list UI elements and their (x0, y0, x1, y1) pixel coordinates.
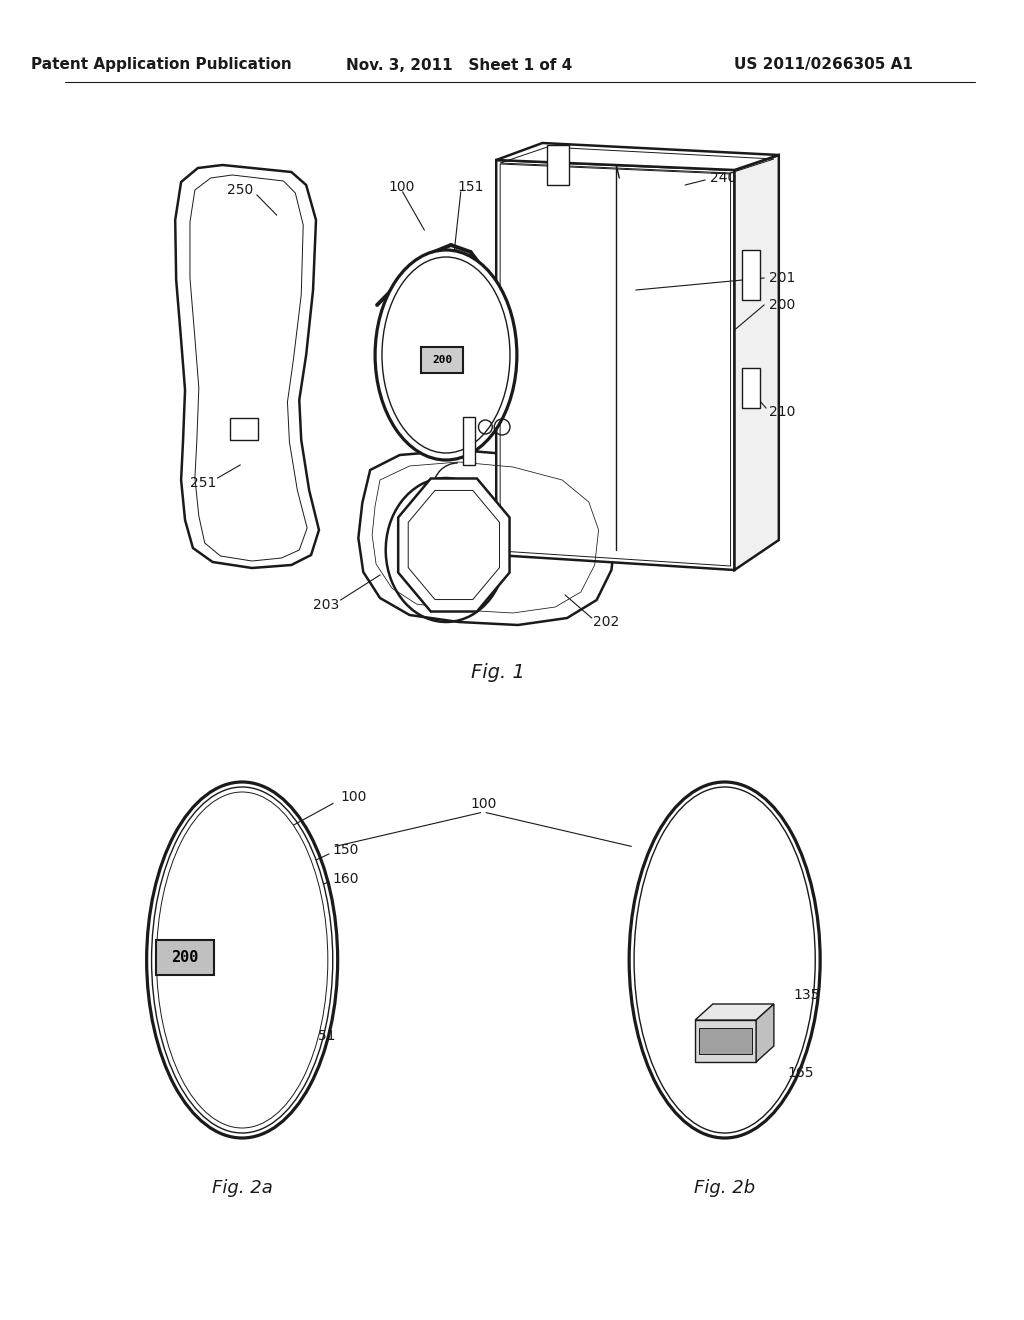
FancyBboxPatch shape (421, 347, 463, 374)
FancyBboxPatch shape (548, 145, 569, 185)
Text: 100: 100 (470, 797, 497, 810)
Ellipse shape (634, 787, 815, 1133)
Text: 200: 200 (769, 298, 795, 312)
FancyBboxPatch shape (742, 368, 760, 408)
FancyBboxPatch shape (742, 249, 760, 300)
FancyBboxPatch shape (695, 1020, 756, 1063)
Text: 210: 210 (769, 405, 795, 418)
FancyBboxPatch shape (463, 417, 474, 465)
Polygon shape (497, 143, 779, 170)
Ellipse shape (375, 249, 517, 459)
Text: 251: 251 (189, 477, 216, 490)
Text: 201: 201 (769, 271, 795, 285)
Text: 100: 100 (388, 180, 415, 194)
Text: 160: 160 (333, 873, 359, 886)
Text: 240: 240 (710, 172, 736, 185)
Text: Fig. 1: Fig. 1 (471, 663, 525, 681)
Ellipse shape (382, 257, 510, 453)
Text: 200: 200 (171, 950, 199, 965)
FancyBboxPatch shape (230, 418, 258, 440)
Text: 200: 200 (432, 355, 453, 366)
Ellipse shape (152, 787, 333, 1133)
Text: Patent Application Publication: Patent Application Publication (31, 58, 292, 73)
Text: Fig. 2a: Fig. 2a (212, 1179, 272, 1197)
Ellipse shape (157, 792, 328, 1129)
Polygon shape (497, 160, 734, 570)
Text: 165: 165 (787, 1067, 814, 1080)
Text: US 2011/0266305 A1: US 2011/0266305 A1 (733, 58, 912, 73)
FancyBboxPatch shape (699, 1028, 753, 1053)
Text: 151: 151 (458, 180, 484, 194)
Text: 151: 151 (309, 1030, 336, 1043)
Ellipse shape (629, 781, 820, 1138)
Polygon shape (756, 1005, 774, 1063)
Text: Nov. 3, 2011   Sheet 1 of 4: Nov. 3, 2011 Sheet 1 of 4 (346, 58, 572, 73)
Text: 150: 150 (333, 843, 359, 857)
Polygon shape (358, 450, 616, 624)
Text: 135: 135 (794, 987, 820, 1002)
Text: 100: 100 (341, 789, 367, 804)
Ellipse shape (146, 781, 338, 1138)
FancyBboxPatch shape (157, 940, 214, 975)
Text: 203: 203 (312, 598, 339, 612)
Polygon shape (695, 1005, 774, 1020)
Polygon shape (734, 154, 779, 570)
Polygon shape (175, 165, 318, 568)
Text: 250: 250 (227, 183, 253, 197)
Text: Fig. 2b: Fig. 2b (694, 1179, 756, 1197)
Text: 202: 202 (593, 615, 620, 630)
Polygon shape (398, 478, 510, 611)
